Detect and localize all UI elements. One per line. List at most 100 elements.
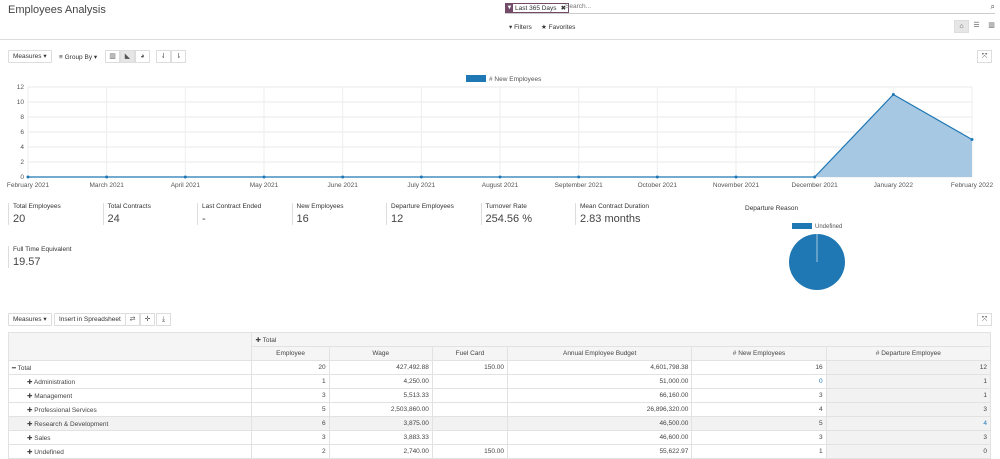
filter-icon: ▼ bbox=[506, 4, 513, 12]
y-tick-label: 2 bbox=[20, 159, 24, 166]
table-cell[interactable]: 5 bbox=[251, 402, 330, 417]
line-chart-icon[interactable]: ◣ bbox=[120, 50, 135, 63]
table-cell[interactable]: 5 bbox=[691, 416, 827, 431]
table-cell[interactable]: 3 bbox=[825, 402, 992, 417]
divider bbox=[0, 39, 1000, 40]
measure-header[interactable]: Employee bbox=[251, 346, 330, 361]
table-cell[interactable]: 12 bbox=[825, 360, 992, 375]
table-cell[interactable]: 2 bbox=[251, 444, 330, 459]
row-header[interactable]: ✚ Sales bbox=[7, 430, 253, 445]
kpi-card[interactable]: Turnover Rate 254.56 % bbox=[480, 203, 532, 225]
kpi-card[interactable]: Full Time Equivalent 19.57 bbox=[8, 246, 72, 268]
table-cell[interactable]: 1 bbox=[691, 444, 827, 459]
table-cell[interactable] bbox=[431, 416, 508, 431]
group-by-dropdown[interactable]: ≡ Group By ▾ bbox=[59, 54, 98, 61]
table-cell[interactable]: 4,250.00 bbox=[328, 374, 433, 389]
table-cell[interactable]: 4 bbox=[825, 416, 992, 431]
measure-header[interactable]: # New Employees bbox=[691, 346, 827, 361]
flip-axis-icon[interactable]: ⇄ bbox=[125, 313, 140, 326]
table-cell[interactable] bbox=[431, 402, 508, 417]
pie-legend-swatch bbox=[792, 223, 812, 229]
kpi-card[interactable]: New Employees 16 bbox=[291, 203, 343, 225]
table-cell[interactable]: 2,503,860.00 bbox=[328, 402, 433, 417]
col-header-total[interactable]: ✚ Total bbox=[251, 332, 991, 347]
table-cell[interactable]: 16 bbox=[691, 360, 827, 375]
table-cell[interactable]: 1 bbox=[251, 374, 330, 389]
table-cell[interactable]: 3 bbox=[691, 388, 827, 403]
table-cell[interactable] bbox=[431, 374, 508, 389]
table-cell[interactable]: 51,000.00 bbox=[506, 374, 693, 389]
table-cell[interactable]: 66,160.00 bbox=[506, 388, 693, 403]
sort-descending-icon[interactable]: ⇃ bbox=[156, 50, 171, 63]
row-header[interactable]: ━ Total bbox=[7, 360, 253, 375]
sort-ascending-icon[interactable]: ⇂ bbox=[171, 50, 186, 63]
kpi-card[interactable]: Mean Contract Duration 2.83 months bbox=[575, 203, 649, 225]
table-cell[interactable]: 20 bbox=[251, 360, 330, 375]
table-cell[interactable]: 150.00 bbox=[431, 360, 508, 375]
measure-header[interactable]: Fuel Card bbox=[431, 346, 508, 361]
expand-icon[interactable]: ⤧ bbox=[977, 50, 992, 63]
pivot-view-icon[interactable]: ☰ bbox=[969, 20, 984, 33]
kpi-card[interactable]: Departure Employees 12 bbox=[386, 203, 454, 225]
expand-all-icon[interactable]: ✛ bbox=[140, 313, 155, 326]
row-header[interactable]: ✚ Professional Services bbox=[7, 402, 253, 417]
measure-header[interactable]: Annual Employee Budget bbox=[506, 346, 693, 361]
kpi-card[interactable]: Total Employees 20 bbox=[8, 203, 61, 225]
kpi-value: 16 bbox=[296, 213, 309, 225]
pie-chart-icon[interactable]: ◕ bbox=[135, 50, 150, 63]
table-cell[interactable]: 26,896,320.00 bbox=[506, 402, 693, 417]
filters-button[interactable]: ▾ Filters bbox=[509, 24, 532, 31]
table-cell[interactable]: 4,601,798.38 bbox=[506, 360, 693, 375]
row-header[interactable]: ✚ Administration bbox=[7, 374, 253, 389]
table-cell[interactable]: 427,492.88 bbox=[328, 360, 433, 375]
x-tick-label: September 2021 bbox=[555, 182, 603, 189]
table-cell[interactable]: 150.00 bbox=[431, 444, 508, 459]
table-cell[interactable]: 1 bbox=[825, 374, 992, 389]
kpi-value: - bbox=[202, 213, 206, 225]
table-cell[interactable]: 55,622.97 bbox=[506, 444, 693, 459]
download-icon[interactable]: ⤓ bbox=[156, 313, 171, 326]
row-header[interactable]: ✚ Management bbox=[7, 388, 253, 403]
x-tick-label: May 2021 bbox=[250, 182, 279, 189]
table-cell[interactable] bbox=[431, 430, 508, 445]
filter-facet: ▼ Last 365 Days ✖ bbox=[505, 3, 570, 13]
data-point bbox=[655, 175, 659, 179]
table-cell[interactable] bbox=[431, 388, 508, 403]
kpi-label: Total Employees bbox=[13, 203, 61, 210]
table-cell[interactable]: 3,883.33 bbox=[328, 430, 433, 445]
pivot-measures-dropdown[interactable]: Measures ▾ bbox=[8, 313, 52, 326]
table-cell[interactable]: 1 bbox=[825, 388, 992, 403]
dashboard-view-icon[interactable]: ⌂ bbox=[954, 20, 969, 33]
kpi-card[interactable]: Total Contracts 24 bbox=[102, 203, 151, 225]
data-point bbox=[262, 175, 266, 179]
table-cell[interactable]: 4 bbox=[691, 402, 827, 417]
insert-spreadsheet-button[interactable]: Insert in Spreadsheet bbox=[54, 313, 126, 326]
table-cell[interactable]: 2,740.00 bbox=[328, 444, 433, 459]
fullscreen-icon[interactable]: ⤧ bbox=[977, 313, 992, 326]
measure-header[interactable]: # Departure Employee bbox=[825, 346, 992, 361]
legend-label: # New Employees bbox=[489, 76, 542, 83]
measures-dropdown[interactable]: Measures ▾ bbox=[8, 50, 52, 63]
search-input[interactable] bbox=[563, 2, 963, 11]
table-cell[interactable]: 6 bbox=[251, 416, 330, 431]
pie-legend-label: Undefined bbox=[815, 224, 842, 230]
search-bar[interactable]: ▼Last 365 Days✖ ⌕ bbox=[505, 2, 995, 14]
table-cell[interactable]: 3,875.00 bbox=[328, 416, 433, 431]
table-cell[interactable]: 0 bbox=[691, 374, 827, 389]
table-cell[interactable]: 0 bbox=[825, 444, 992, 459]
row-header[interactable]: ✚ Undefined bbox=[7, 444, 253, 459]
table-cell[interactable]: 3 bbox=[825, 430, 992, 445]
table-cell[interactable]: 3 bbox=[251, 388, 330, 403]
row-header[interactable]: ✚ Research & Development bbox=[7, 416, 253, 431]
table-cell[interactable]: 3 bbox=[691, 430, 827, 445]
table-cell[interactable]: 5,513.33 bbox=[328, 388, 433, 403]
measure-header[interactable]: Wage bbox=[328, 346, 433, 361]
kpi-card[interactable]: Last Contract Ended - bbox=[197, 203, 261, 225]
search-icon[interactable]: ⌕ bbox=[990, 2, 995, 11]
graph-view-icon[interactable]: ▥ bbox=[984, 20, 999, 33]
favorites-button[interactable]: ★ Favorites bbox=[541, 24, 576, 31]
bar-chart-icon[interactable]: ▥ bbox=[105, 50, 120, 63]
table-cell[interactable]: 3 bbox=[251, 430, 330, 445]
table-cell[interactable]: 46,600.00 bbox=[506, 430, 693, 445]
table-cell[interactable]: 46,500.00 bbox=[506, 416, 693, 431]
